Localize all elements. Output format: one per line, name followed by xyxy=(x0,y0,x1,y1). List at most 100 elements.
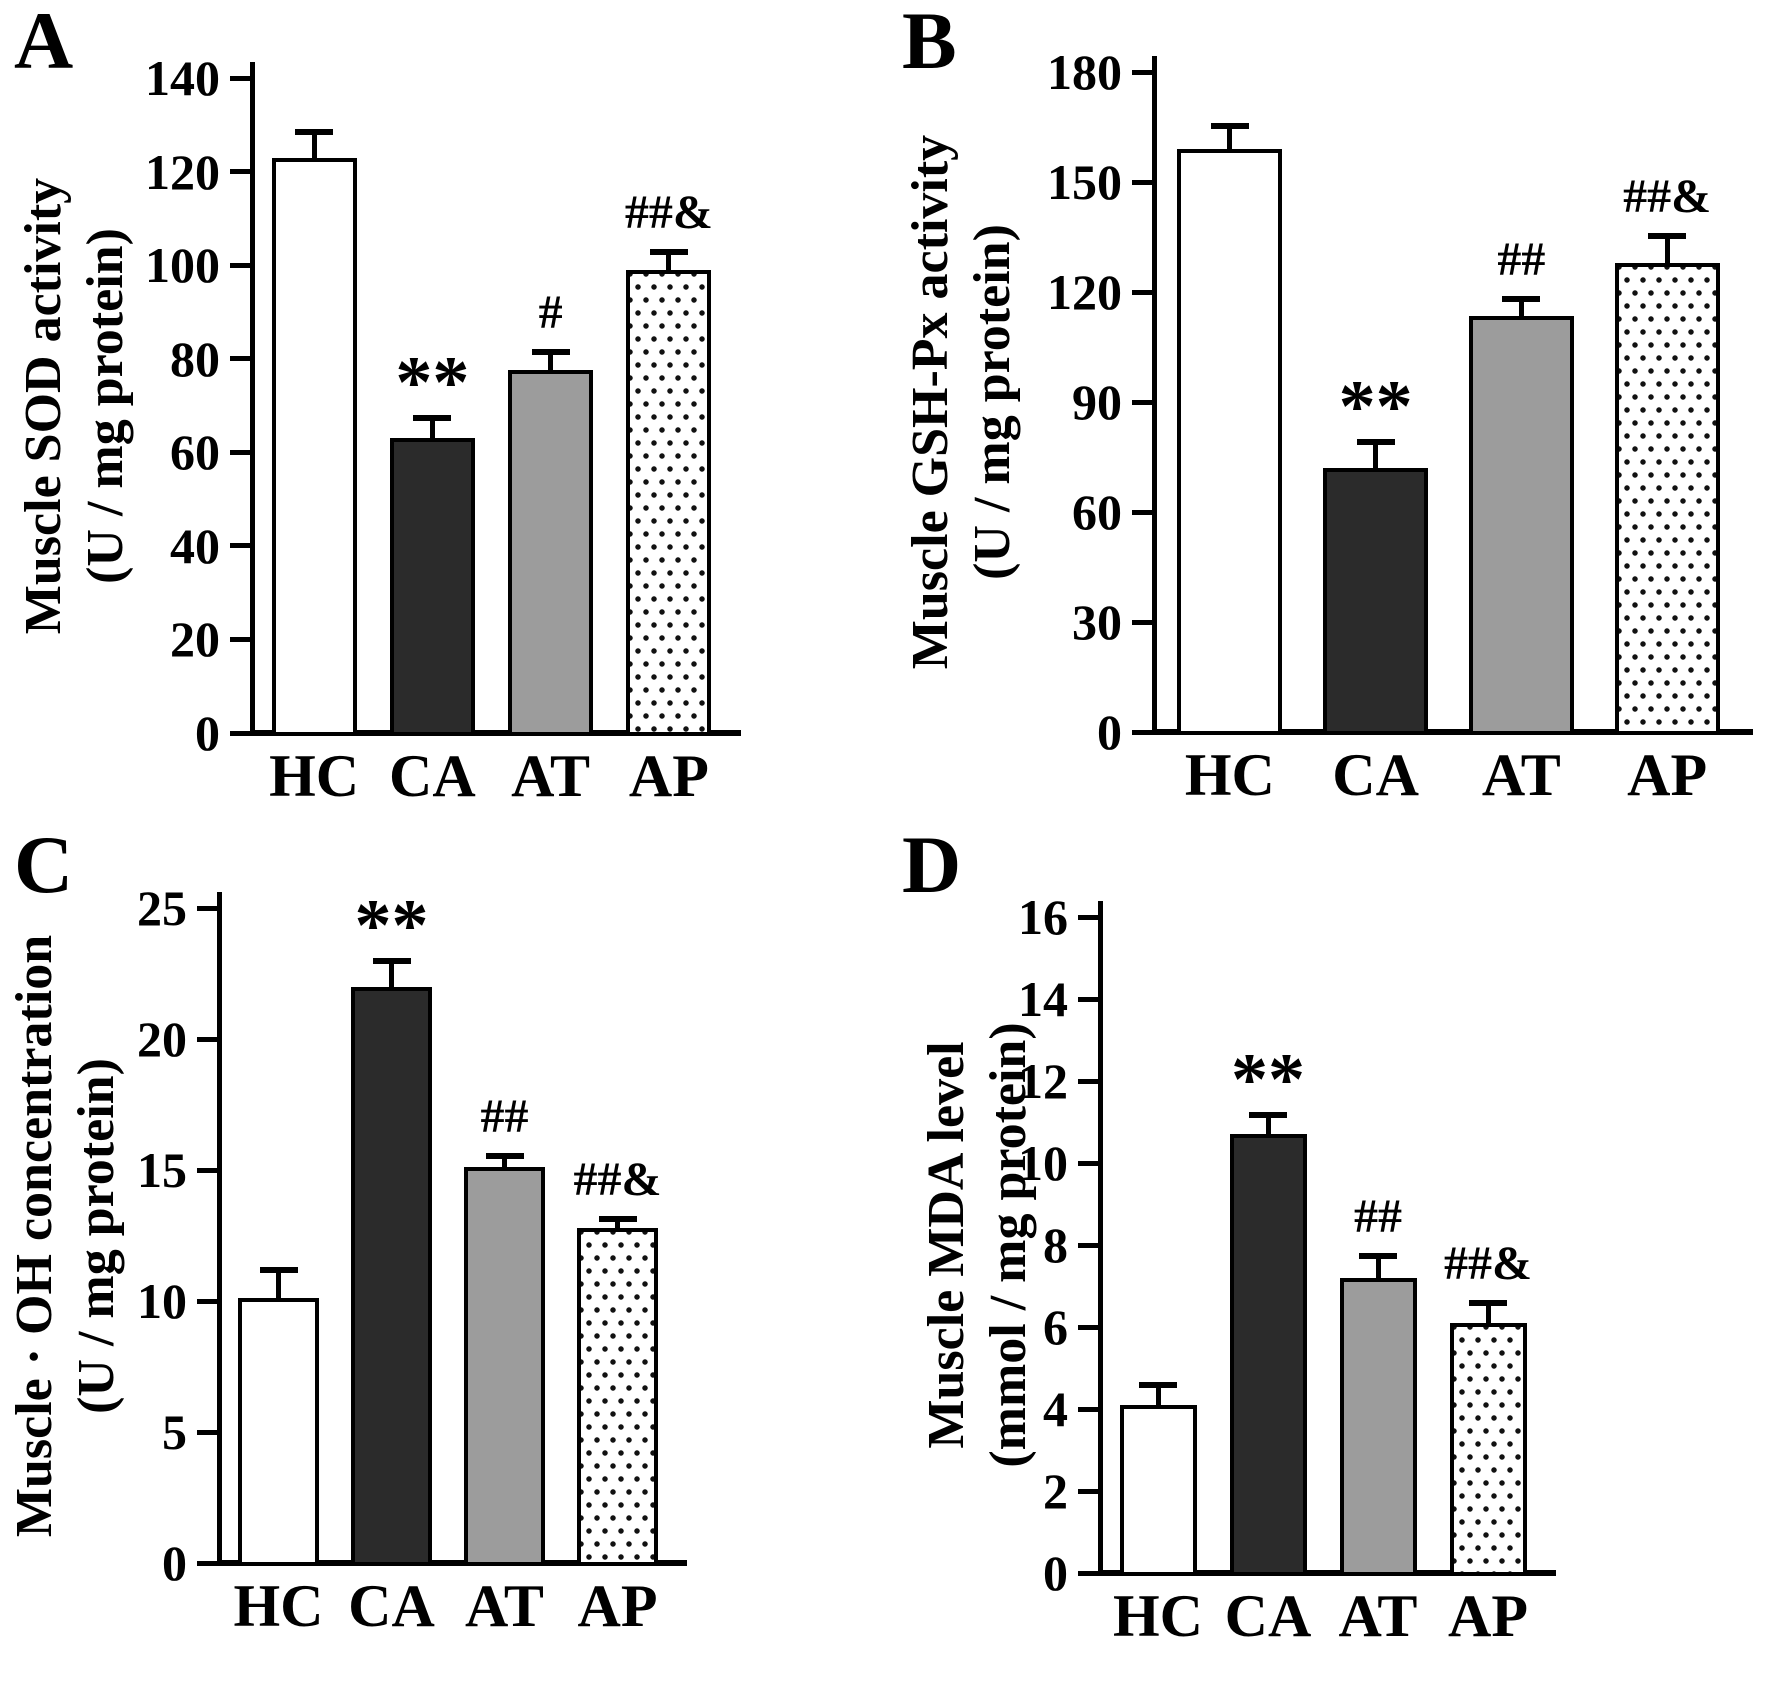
error-bar-ap xyxy=(649,248,688,270)
y-tick xyxy=(1078,1242,1098,1248)
error-bar-stem xyxy=(1227,123,1233,149)
x-category-label-hc: HC xyxy=(1113,1583,1203,1649)
error-bar-stem xyxy=(666,248,672,270)
error-bar-stem xyxy=(1518,295,1524,316)
significance-annotation: ## xyxy=(480,1089,529,1143)
x-category-label-at: AT xyxy=(1481,742,1561,808)
y-axis-line xyxy=(250,62,255,736)
y-tick xyxy=(1078,1078,1098,1084)
error-bar-ca xyxy=(1356,438,1395,468)
error-bar-hc xyxy=(295,129,334,158)
bar-ca xyxy=(1229,1134,1307,1576)
y-tick xyxy=(197,1167,217,1173)
y-tick xyxy=(1078,1406,1098,1412)
x-category-label-hc: HC xyxy=(269,743,360,809)
y-axis-label-b-line1: Muscle GSH-Px activity xyxy=(901,134,959,670)
y-tick-label: 12 xyxy=(1018,1053,1068,1109)
y-tick xyxy=(230,730,250,736)
y-tick xyxy=(1078,914,1098,920)
y-tick xyxy=(1132,179,1152,185)
significance-annotation: ** xyxy=(354,884,429,967)
x-category-label-ca: CA xyxy=(389,743,476,809)
error-bar-stem xyxy=(1155,1382,1161,1405)
panel-letter-b: B xyxy=(902,0,957,86)
y-tick-label: 150 xyxy=(1047,154,1122,210)
significance-annotation: # xyxy=(538,286,563,340)
y-tick xyxy=(1078,1570,1098,1576)
error-bar-ca xyxy=(413,414,452,439)
y-tick xyxy=(1132,399,1152,405)
y-tick xyxy=(230,636,250,642)
y-axis-label-a-line1: Muscle SOD activity xyxy=(14,177,72,634)
bar-ap xyxy=(577,1227,658,1566)
y-tick xyxy=(1132,729,1152,735)
x-category-label-at: AT xyxy=(465,1573,544,1639)
error-bar-stem xyxy=(615,1215,620,1228)
x-category-label-hc: HC xyxy=(233,1573,324,1639)
y-tick xyxy=(1078,1160,1098,1166)
x-category-label-at: AT xyxy=(511,743,591,809)
x-category-label-ap: AP xyxy=(1448,1583,1528,1649)
error-bar-stem xyxy=(502,1152,507,1168)
x-category-label-ca: CA xyxy=(1332,742,1419,808)
error-bar-stem xyxy=(548,349,554,371)
x-axis-line xyxy=(217,1560,687,1566)
bar-ca xyxy=(1323,468,1429,735)
y-tick xyxy=(197,1036,217,1042)
y-tick-label: 30 xyxy=(1072,594,1122,650)
panel-A: A Muscle SOD activity (U / mg protein) 0… xyxy=(0,0,886,810)
bar-at xyxy=(1468,315,1574,735)
x-axis-line xyxy=(250,730,741,736)
y-tick-label: 100 xyxy=(145,237,220,294)
bar-hc xyxy=(1177,149,1283,735)
bar-at xyxy=(464,1167,545,1566)
error-bar-stem xyxy=(1373,438,1379,468)
y-tick xyxy=(197,1560,217,1566)
error-bar-at xyxy=(485,1152,524,1168)
significance-annotation: ** xyxy=(1231,1038,1305,1121)
error-bar-hc xyxy=(1139,1382,1177,1405)
bar-hc xyxy=(1119,1404,1197,1576)
y-tick xyxy=(230,449,250,455)
y-tick-label: 14 xyxy=(1018,971,1068,1027)
significance-annotation: ** xyxy=(1338,365,1413,448)
bar-hc xyxy=(238,1298,319,1566)
y-tick xyxy=(1078,1324,1098,1330)
error-bar-at xyxy=(1359,1253,1397,1278)
y-tick-label: 10 xyxy=(137,1273,187,1329)
y-tick-label: 40 xyxy=(170,517,220,574)
y-tick-label: 4 xyxy=(1043,1381,1068,1437)
y-tick-label: 15 xyxy=(137,1142,187,1198)
x-category-label-ca: CA xyxy=(1224,1583,1312,1649)
y-axis-label-c-line2: (U / mg protein) xyxy=(68,1057,125,1414)
y-tick-label: 10 xyxy=(1018,1135,1068,1191)
error-bar-ca xyxy=(372,957,411,987)
error-bar-stem xyxy=(276,1266,281,1299)
y-tick xyxy=(1132,69,1152,75)
error-bar-at xyxy=(531,349,570,371)
y-tick xyxy=(1132,619,1152,625)
bar-at xyxy=(508,370,594,736)
y-axis-line xyxy=(217,892,222,1566)
y-tick-label: 90 xyxy=(1072,374,1122,430)
x-category-label-ap: AP xyxy=(628,743,709,809)
error-bar-ap xyxy=(1469,1300,1507,1323)
y-tick xyxy=(197,1298,217,1304)
y-tick xyxy=(1132,509,1152,515)
bar-ap xyxy=(1614,262,1720,735)
y-tick-label: 8 xyxy=(1043,1217,1068,1273)
x-axis-line xyxy=(1152,729,1753,735)
x-category-label-at: AT xyxy=(1338,1583,1418,1649)
y-tick-label: 5 xyxy=(162,1404,187,1460)
panel-letter-d: D xyxy=(902,819,962,910)
y-tick xyxy=(197,905,217,911)
y-tick-label: 180 xyxy=(1047,44,1122,100)
y-tick xyxy=(230,543,250,549)
y-tick xyxy=(1078,1488,1098,1494)
significance-annotation: ##& xyxy=(1444,1237,1532,1291)
y-tick xyxy=(230,75,250,81)
error-bar-stem xyxy=(1485,1300,1491,1323)
bar-hc xyxy=(271,157,357,736)
x-axis-line xyxy=(1098,1570,1556,1576)
panel-D: D Muscle MDA level (mmol / mg protein) 0… xyxy=(886,810,1772,1648)
